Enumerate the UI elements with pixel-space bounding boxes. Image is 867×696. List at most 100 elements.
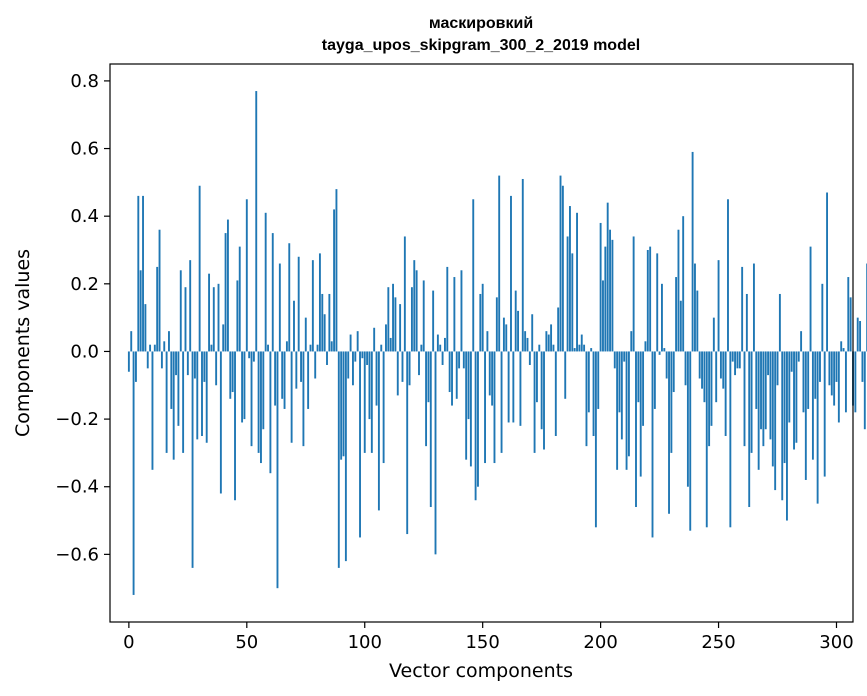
bar xyxy=(642,351,645,426)
bar xyxy=(493,351,496,464)
bar xyxy=(755,351,758,409)
bar xyxy=(771,351,774,467)
bar xyxy=(826,192,828,352)
bar xyxy=(677,229,680,352)
bar xyxy=(833,351,836,406)
bar xyxy=(646,250,649,352)
bar xyxy=(361,351,364,359)
bar xyxy=(502,317,505,352)
bar xyxy=(507,351,510,423)
bar xyxy=(840,341,843,352)
bar xyxy=(531,314,534,352)
bar xyxy=(635,351,637,508)
bar xyxy=(778,293,781,352)
bar xyxy=(606,202,609,352)
bar xyxy=(658,351,661,355)
bar xyxy=(283,351,286,409)
bar xyxy=(382,351,385,464)
bar xyxy=(276,351,279,589)
bar xyxy=(151,351,154,470)
bar xyxy=(441,351,444,365)
bar xyxy=(514,290,517,352)
bar xyxy=(486,331,489,352)
bar xyxy=(264,212,267,352)
bar xyxy=(177,351,180,426)
bar xyxy=(835,351,838,382)
bar xyxy=(859,321,862,352)
bar xyxy=(127,351,130,372)
bar xyxy=(790,351,793,372)
bar xyxy=(160,351,163,369)
bar xyxy=(762,351,765,447)
y-tick-label: −0.6 xyxy=(55,544,99,565)
bar xyxy=(580,334,583,352)
bar xyxy=(540,351,543,430)
x-axis-label: Vector components xyxy=(389,660,573,682)
bar xyxy=(238,246,241,352)
bar xyxy=(670,351,673,453)
bar xyxy=(767,351,770,376)
bar xyxy=(795,351,798,443)
bar xyxy=(861,351,864,382)
bar xyxy=(198,185,201,352)
bar xyxy=(620,351,623,440)
bar xyxy=(182,351,185,453)
bar xyxy=(340,351,343,460)
bar xyxy=(682,216,685,352)
bar xyxy=(632,236,635,352)
bar xyxy=(444,337,446,352)
bar xyxy=(672,351,675,393)
bar xyxy=(719,351,722,379)
bar xyxy=(708,351,711,447)
bar xyxy=(392,283,394,352)
bar xyxy=(210,344,213,352)
bar xyxy=(774,351,777,491)
bar xyxy=(637,351,640,403)
bar xyxy=(597,351,600,409)
bar xyxy=(245,199,248,352)
bar xyxy=(366,351,369,365)
bar xyxy=(844,351,847,413)
bar xyxy=(696,290,699,352)
bar xyxy=(479,293,482,352)
bar xyxy=(694,263,696,352)
bar xyxy=(323,314,326,352)
bar xyxy=(710,351,713,426)
bar xyxy=(519,351,522,426)
bar xyxy=(144,304,147,352)
bar xyxy=(661,283,663,352)
bar xyxy=(356,331,359,352)
bar xyxy=(451,351,453,406)
bar xyxy=(559,175,562,352)
bar xyxy=(828,351,831,386)
y-tick-label: 0.6 xyxy=(70,139,99,160)
bar xyxy=(583,344,586,352)
bar xyxy=(135,351,137,382)
x-tick-label: 100 xyxy=(348,632,382,653)
y-tick-label: −0.4 xyxy=(55,477,99,498)
bar xyxy=(618,351,621,413)
bar xyxy=(623,351,626,362)
x-tick-label: 200 xyxy=(583,632,617,653)
bar xyxy=(599,222,602,352)
bar xyxy=(847,277,850,352)
bar xyxy=(462,351,465,369)
bar xyxy=(260,351,262,464)
bar xyxy=(226,219,229,352)
bar xyxy=(318,253,321,352)
bar xyxy=(153,344,156,352)
bar xyxy=(856,317,859,352)
bar xyxy=(703,351,706,403)
bar xyxy=(380,344,383,352)
bar xyxy=(698,351,701,379)
bar xyxy=(370,351,373,453)
bar xyxy=(488,351,491,396)
bar xyxy=(837,351,840,423)
bar xyxy=(748,351,751,508)
bar xyxy=(422,280,425,352)
bar xyxy=(566,236,569,352)
bar xyxy=(208,273,211,352)
bar xyxy=(222,324,225,352)
bar xyxy=(248,351,251,359)
